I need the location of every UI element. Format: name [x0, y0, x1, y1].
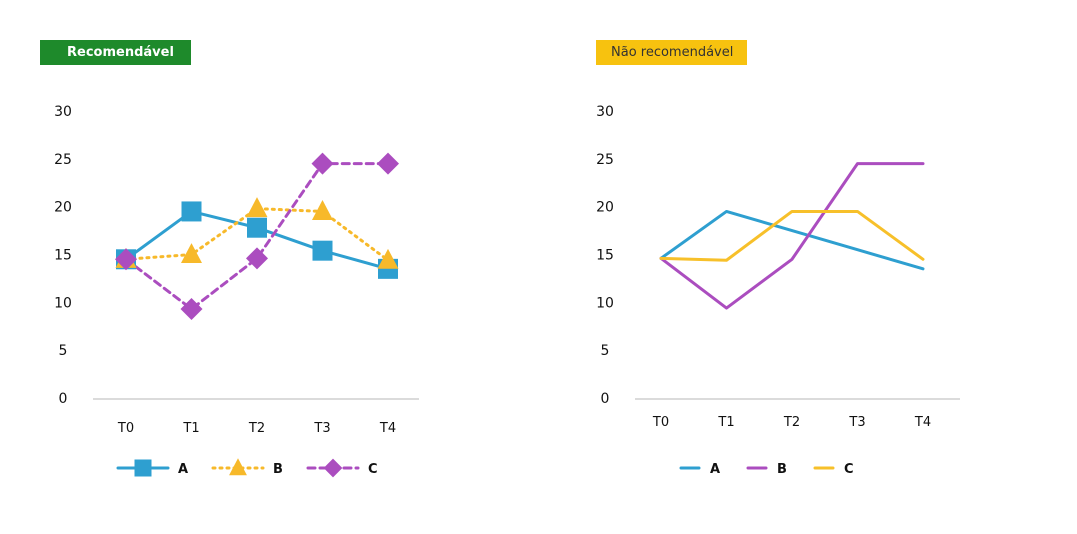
y-tick-label: 30 — [54, 104, 72, 120]
legend-label-c: C — [368, 462, 378, 477]
y-tick-label: 5 — [601, 343, 610, 359]
data-point-b — [246, 197, 268, 218]
x-tick-label: T3 — [848, 415, 865, 430]
x-tick-label: T4 — [379, 421, 396, 436]
y-tick-label: 5 — [59, 343, 68, 359]
chart-title-badge: Não recomendável — [596, 40, 747, 65]
y-tick-label: 10 — [54, 295, 72, 311]
x-tick-label: T4 — [914, 415, 931, 430]
x-tick-label: T2 — [783, 415, 800, 430]
legend-label-a: A — [178, 462, 188, 477]
y-tick-label: 0 — [601, 391, 610, 407]
x-tick-label: T2 — [248, 421, 265, 436]
data-point-c — [246, 247, 268, 270]
series-line-a — [659, 209, 925, 271]
data-point-c — [115, 248, 137, 271]
data-point-c — [377, 152, 399, 175]
y-tick-label: 25 — [596, 152, 614, 168]
data-point-b — [377, 248, 399, 269]
chart-title-badge: Recomendável — [40, 40, 191, 65]
series-line-b — [659, 162, 925, 310]
data-point-c — [311, 152, 334, 175]
x-tick-label: T0 — [117, 421, 134, 436]
y-tick-label: 25 — [54, 152, 72, 168]
data-point-b — [181, 243, 202, 264]
y-tick-label: 10 — [596, 295, 614, 311]
data-point-a — [312, 240, 333, 261]
y-tick-label: 30 — [596, 104, 614, 120]
x-tick-label: T3 — [313, 421, 330, 436]
legend-label-a: A — [710, 462, 720, 477]
data-point-c — [180, 298, 203, 321]
y-tick-label: 15 — [596, 248, 614, 264]
legend-label-b: B — [273, 462, 283, 477]
y-tick-label: 0 — [59, 391, 68, 407]
series-line-c — [659, 209, 925, 262]
line-chart-recomendavel: 0 5 10 15 20 25 30 T0 T1 T2 T3 T4 A B C — [54, 104, 419, 478]
legend-marker-c — [323, 458, 343, 478]
y-tick-label: 20 — [596, 200, 614, 216]
legend-marker-b — [229, 458, 247, 476]
x-tick-label: T0 — [652, 415, 669, 430]
data-point-b — [312, 200, 333, 220]
x-tick-label: T1 — [182, 421, 199, 436]
series-line-c — [124, 162, 390, 311]
y-tick-label: 15 — [54, 248, 72, 264]
x-tick-label: T1 — [717, 415, 734, 430]
data-point-a — [181, 201, 202, 222]
legend-label-c: C — [844, 462, 854, 477]
legend-label-b: B — [777, 462, 787, 477]
data-point-a — [247, 217, 267, 238]
legend-marker-a — [134, 459, 152, 477]
y-tick-label: 20 — [54, 200, 72, 216]
chart-panel-recomendavel: Recomendável 0 5 10 15 20 25 30 T0 T1 T2 T3 T4 A B C — [0, 0, 538, 534]
line-chart-nao-recomendavel: 0 5 10 15 20 25 30 T0 T1 T2 T3 T4 A B C — [596, 104, 960, 477]
chart-panel-nao-recomendavel: Não recomendável 0 5 10 15 20 25 30 T0 T1 T2 T3 T4 A… — [539, 0, 1077, 534]
